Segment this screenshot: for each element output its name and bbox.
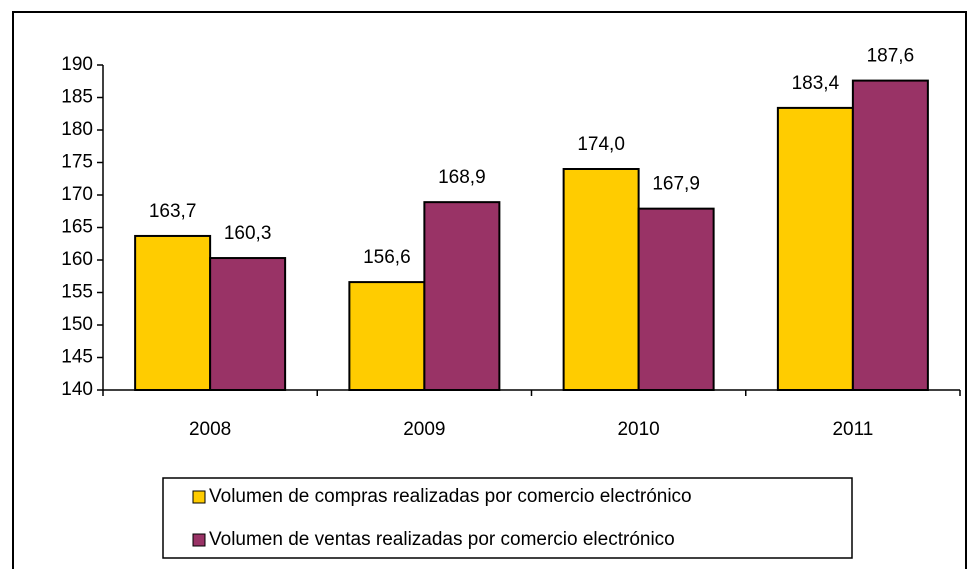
- legend-marker: [192, 533, 206, 547]
- chart-border: [12, 11, 967, 569]
- x-tick-label: 2011: [832, 419, 873, 440]
- y-tick-label: 175: [61, 152, 93, 173]
- legend-label: Volumen de ventas realizadas por comerci…: [209, 529, 675, 550]
- value-label: 174,0: [577, 134, 625, 155]
- value-label: 168,9: [438, 167, 486, 188]
- y-tick-label: 150: [61, 314, 93, 335]
- y-tick-label: 170: [61, 184, 93, 205]
- legend-marker: [192, 490, 206, 504]
- y-tick-label: 185: [61, 87, 93, 108]
- y-tick-label: 165: [61, 217, 93, 238]
- bar: [209, 257, 287, 391]
- y-tick-label: 190: [61, 54, 93, 75]
- bar: [776, 106, 854, 392]
- bar: [423, 201, 501, 391]
- y-tick-label: 155: [61, 282, 93, 303]
- value-label: 160,3: [224, 223, 272, 244]
- y-tick-label: 180: [61, 119, 93, 140]
- value-label: 156,6: [363, 247, 411, 268]
- bar: [348, 281, 426, 392]
- bar: [562, 168, 640, 391]
- bar: [637, 207, 715, 391]
- bar: [851, 79, 929, 391]
- value-label: 163,7: [149, 201, 197, 222]
- y-tick-label: 160: [61, 249, 93, 270]
- legend-label: Volumen de compras realizadas por comerc…: [209, 486, 692, 507]
- x-tick-label: 2009: [403, 419, 445, 440]
- x-tick-label: 2008: [189, 419, 231, 440]
- y-tick-label: 140: [61, 379, 93, 400]
- y-tick-label: 145: [61, 347, 93, 368]
- value-label: 187,6: [867, 46, 915, 67]
- value-label: 167,9: [652, 174, 700, 195]
- bar: [134, 234, 212, 391]
- value-label: 183,4: [792, 73, 840, 94]
- x-tick-label: 2010: [617, 419, 659, 440]
- legend-box: [162, 477, 853, 559]
